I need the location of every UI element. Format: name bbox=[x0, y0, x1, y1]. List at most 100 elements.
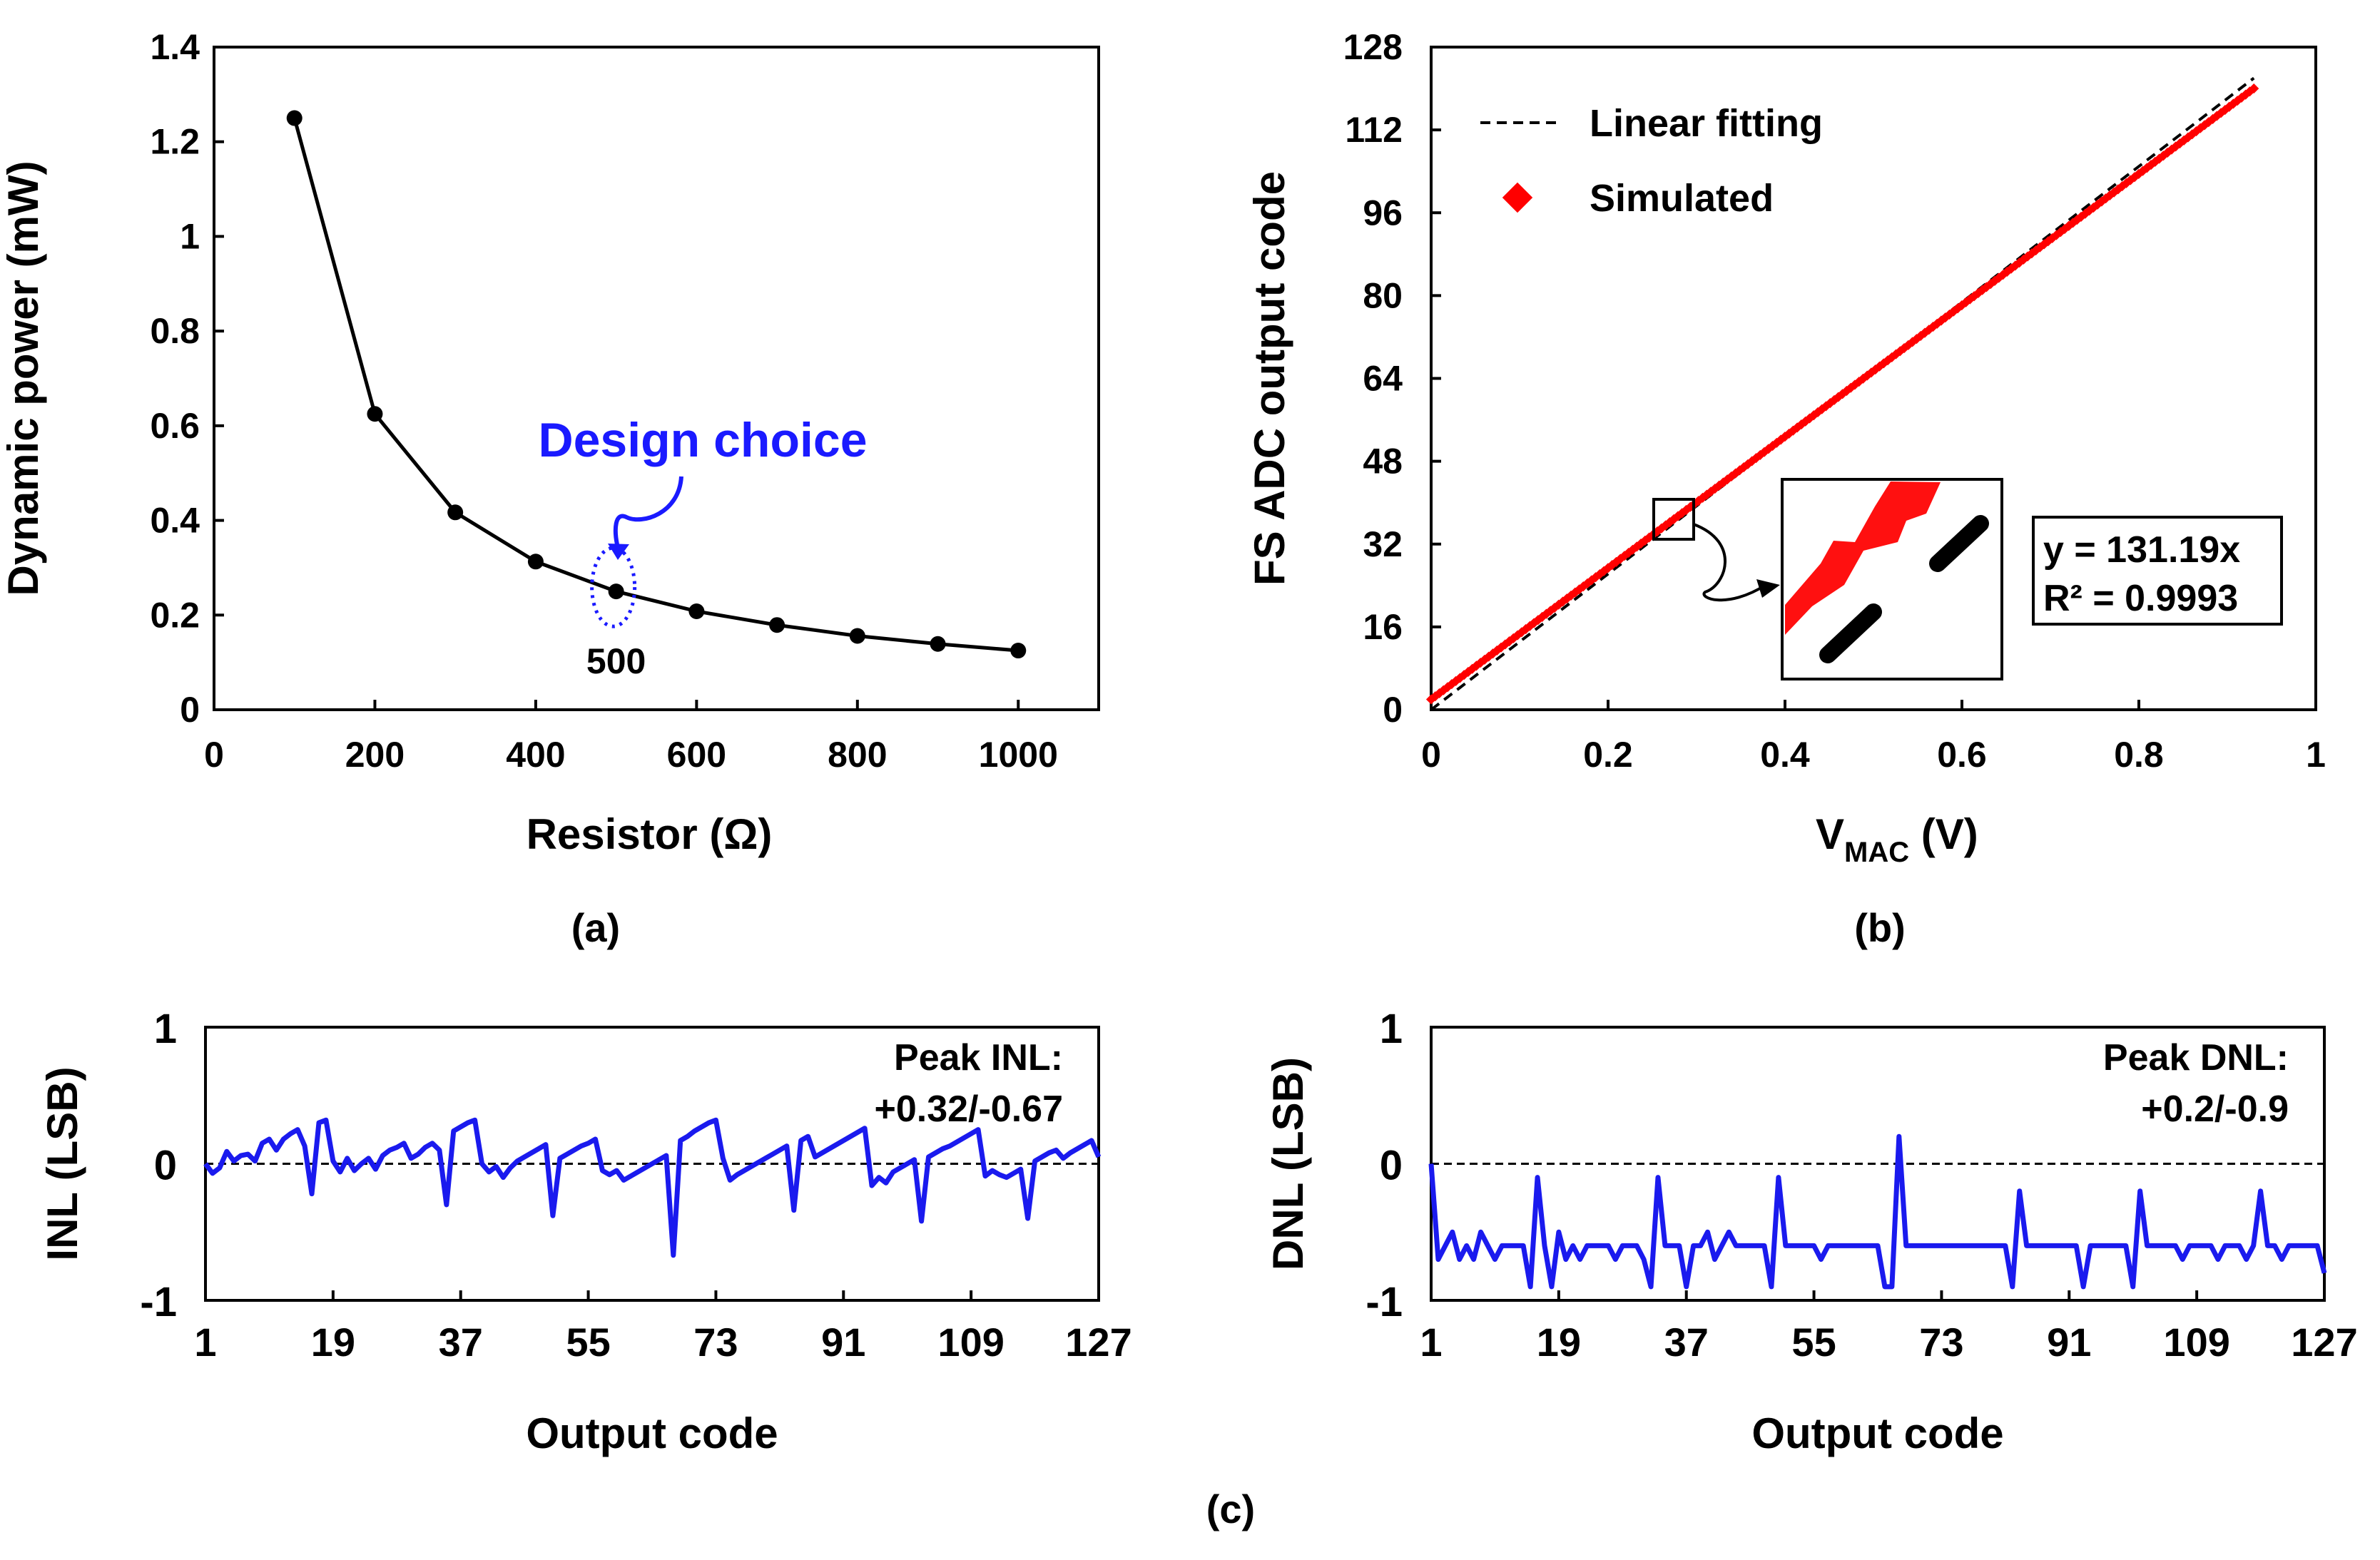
inl-x-axis-title: Output code bbox=[526, 1409, 778, 1457]
y-tick-label: 80 bbox=[1363, 275, 1403, 315]
inset-fit-segment bbox=[1819, 603, 1882, 663]
x-tick-label: 0 bbox=[204, 735, 224, 775]
zoom-arrow bbox=[1693, 523, 1767, 602]
inl-x-tick-label: 37 bbox=[439, 1320, 483, 1365]
y-tick-label: 64 bbox=[1363, 359, 1403, 399]
inl-y-tick-label: -1 bbox=[140, 1279, 177, 1325]
simulated-series bbox=[1425, 83, 2259, 705]
data-point bbox=[367, 406, 383, 422]
caption-b: (b) bbox=[1854, 905, 1906, 950]
data-point bbox=[769, 617, 785, 633]
y-tick-label: 1.4 bbox=[150, 27, 200, 67]
zoom-box bbox=[1652, 498, 1695, 541]
y-tick-label: 0 bbox=[1383, 690, 1403, 730]
dnl-peak-value: +0.2/-0.9 bbox=[2141, 1089, 2289, 1130]
r2-text: R² = 0.9993 bbox=[2043, 578, 2238, 619]
x-tick-label: 200 bbox=[345, 735, 405, 775]
x-tick-label: 400 bbox=[506, 735, 565, 775]
dnl-line bbox=[1428, 1133, 2327, 1290]
arrow-head bbox=[608, 544, 629, 560]
inl-x-tick-label: 19 bbox=[311, 1320, 355, 1365]
data-point bbox=[688, 603, 705, 619]
y-tick-label: 96 bbox=[1363, 193, 1403, 233]
x-axis-title-unit: (V) bbox=[1909, 810, 1978, 858]
plot-frame bbox=[213, 46, 1100, 711]
caption-c: (c) bbox=[1206, 1487, 1255, 1531]
inl-y-tick-label: 0 bbox=[154, 1143, 177, 1189]
inl-x-tick-label: 73 bbox=[693, 1320, 738, 1365]
x-tick-label: 0.2 bbox=[1583, 735, 1633, 775]
dnl-y-tick-label: 1 bbox=[1380, 1006, 1403, 1052]
y-tick-label: 0.6 bbox=[150, 406, 200, 446]
legend-sim-swatch bbox=[1502, 182, 1533, 213]
y-tick-label: 112 bbox=[1345, 110, 1403, 150]
y-tick-label: 1 bbox=[180, 216, 200, 256]
dnl-x-tick-label: 127 bbox=[2291, 1320, 2357, 1365]
dnl-y-tick-label: -1 bbox=[1366, 1279, 1403, 1325]
y-tick-label: 48 bbox=[1363, 442, 1403, 481]
inl-x-tick-label: 55 bbox=[566, 1320, 610, 1365]
data-point bbox=[286, 110, 302, 126]
panel-c-inl: -1 0 1 1 19 37 55 73 91 109 127 Peak INL: +0.32/-0.6… bbox=[39, 1006, 1132, 1457]
dnl-x-tick-label: 37 bbox=[1664, 1320, 1709, 1365]
x-axis-title: VMAC (V) bbox=[1816, 810, 1978, 868]
power-line bbox=[293, 117, 1019, 653]
y-tick-label: 128 bbox=[1343, 27, 1403, 67]
x-tick-label: 800 bbox=[828, 735, 887, 775]
x-tick-label: 0.8 bbox=[2114, 735, 2164, 775]
dnl-x-tick-label: 55 bbox=[1791, 1320, 1836, 1365]
dnl-x-tick-label: 19 bbox=[1537, 1320, 1581, 1365]
zoom-arrow-head bbox=[1756, 579, 1780, 598]
y-tick-label: 0.4 bbox=[150, 501, 200, 541]
dnl-x-tick-label: 73 bbox=[1919, 1320, 1963, 1365]
data-point bbox=[849, 628, 865, 644]
design-choice-arrow bbox=[613, 476, 683, 549]
dnl-x-tick-label: 91 bbox=[2047, 1320, 2091, 1365]
y-tick-label: 32 bbox=[1363, 524, 1403, 564]
y-tick-label: 0.2 bbox=[150, 595, 200, 635]
data-point bbox=[447, 504, 464, 521]
dnl-y-axis-title: DNL (LSB) bbox=[1264, 1057, 1312, 1270]
data-point bbox=[1010, 643, 1027, 659]
legend-sim-label: Simulated bbox=[1590, 177, 1774, 220]
data-point bbox=[930, 636, 946, 652]
panel-a-power-vs-resistor: 0 0.2 0.4 0.6 0.8 1 1.2 1.4 0 200 400 600 800 1000 Dyn… bbox=[0, 27, 1100, 950]
inset-red-cluster bbox=[1785, 481, 1941, 635]
inl-x-tick-label: 91 bbox=[821, 1320, 865, 1365]
caption-a: (a) bbox=[571, 905, 620, 950]
inl-y-axis-title: INL (LSB) bbox=[39, 1066, 86, 1260]
zoom-inset bbox=[1781, 478, 2003, 680]
inl-x-tick-label: 109 bbox=[937, 1320, 1004, 1365]
inl-peak-title: Peak INL: bbox=[894, 1037, 1063, 1079]
dnl-y-tick-label: 0 bbox=[1380, 1143, 1403, 1189]
inl-y-tick-label: 1 bbox=[154, 1006, 177, 1052]
x-axis-title: Resistor (Ω) bbox=[527, 810, 773, 858]
x-axis-title-sub: MAC bbox=[1844, 837, 1909, 868]
dnl-x-tick-label: 109 bbox=[2163, 1320, 2229, 1365]
inl-x-tick-label: 127 bbox=[1065, 1320, 1131, 1365]
panel-b-adc-transfer: 0 16 32 48 64 80 96 112 128 0 0.2 0.4 0.6 0.8 1 Linear … bbox=[1246, 27, 2326, 950]
inl-x-tick-label: 1 bbox=[194, 1320, 216, 1365]
legend-fit-label: Linear fitting bbox=[1590, 102, 1823, 145]
y-axis-title: FS ADC output code bbox=[1246, 171, 1293, 586]
inl-line bbox=[203, 1117, 1102, 1258]
y-tick-label: 16 bbox=[1363, 607, 1403, 647]
x-tick-label: 0.6 bbox=[1937, 735, 1987, 775]
y-tick-label: 1.2 bbox=[150, 122, 200, 162]
x-axis-title-main: V bbox=[1816, 810, 1844, 858]
data-point bbox=[608, 583, 624, 600]
equation-box bbox=[2032, 516, 2283, 626]
design-choice-label: Design choice bbox=[538, 413, 867, 467]
inset-fit-segment bbox=[1929, 515, 1989, 572]
y-tick-label: 0.8 bbox=[150, 311, 200, 351]
dnl-x-tick-label: 1 bbox=[1420, 1320, 1442, 1365]
x-tick-label: 0.4 bbox=[1760, 735, 1810, 775]
x-tick-label: 0 bbox=[1421, 735, 1441, 775]
y-tick-label: 0 bbox=[180, 690, 200, 730]
x-tick-label: 1 bbox=[2306, 735, 2326, 775]
inl-peak-value: +0.32/-0.67 bbox=[874, 1089, 1063, 1130]
panel-c-dnl: -1 0 1 1 19 37 55 73 91 109 127 Peak DNL: +0.2/-0.9 D… bbox=[1206, 1006, 2358, 1531]
design-choice-value: 500 bbox=[586, 641, 646, 681]
equation-text: y = 131.19x bbox=[2043, 529, 2240, 571]
